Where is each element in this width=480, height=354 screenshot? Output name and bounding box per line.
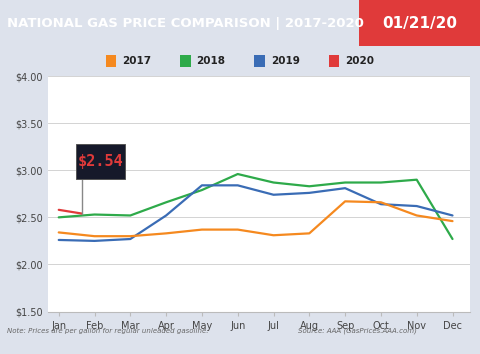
- Text: 2019: 2019: [271, 56, 300, 66]
- Bar: [180, 55, 191, 67]
- Bar: [329, 55, 339, 67]
- Text: 01/21/20: 01/21/20: [382, 16, 457, 30]
- FancyBboxPatch shape: [76, 144, 125, 179]
- FancyBboxPatch shape: [359, 0, 480, 46]
- Text: $2.54: $2.54: [78, 154, 124, 169]
- Text: Source: AAA (GasPrices.AAA.com): Source: AAA (GasPrices.AAA.com): [298, 327, 417, 334]
- Bar: [254, 55, 265, 67]
- Bar: [106, 55, 116, 67]
- Text: 2018: 2018: [196, 56, 225, 66]
- Text: 2017: 2017: [122, 56, 151, 66]
- Text: 2020: 2020: [345, 56, 374, 66]
- Text: Note: Prices are per gallon for regular unleaded gasoline.: Note: Prices are per gallon for regular …: [7, 327, 209, 334]
- Text: NATIONAL GAS PRICE COMPARISON | 2017-2020: NATIONAL GAS PRICE COMPARISON | 2017-202…: [7, 17, 364, 29]
